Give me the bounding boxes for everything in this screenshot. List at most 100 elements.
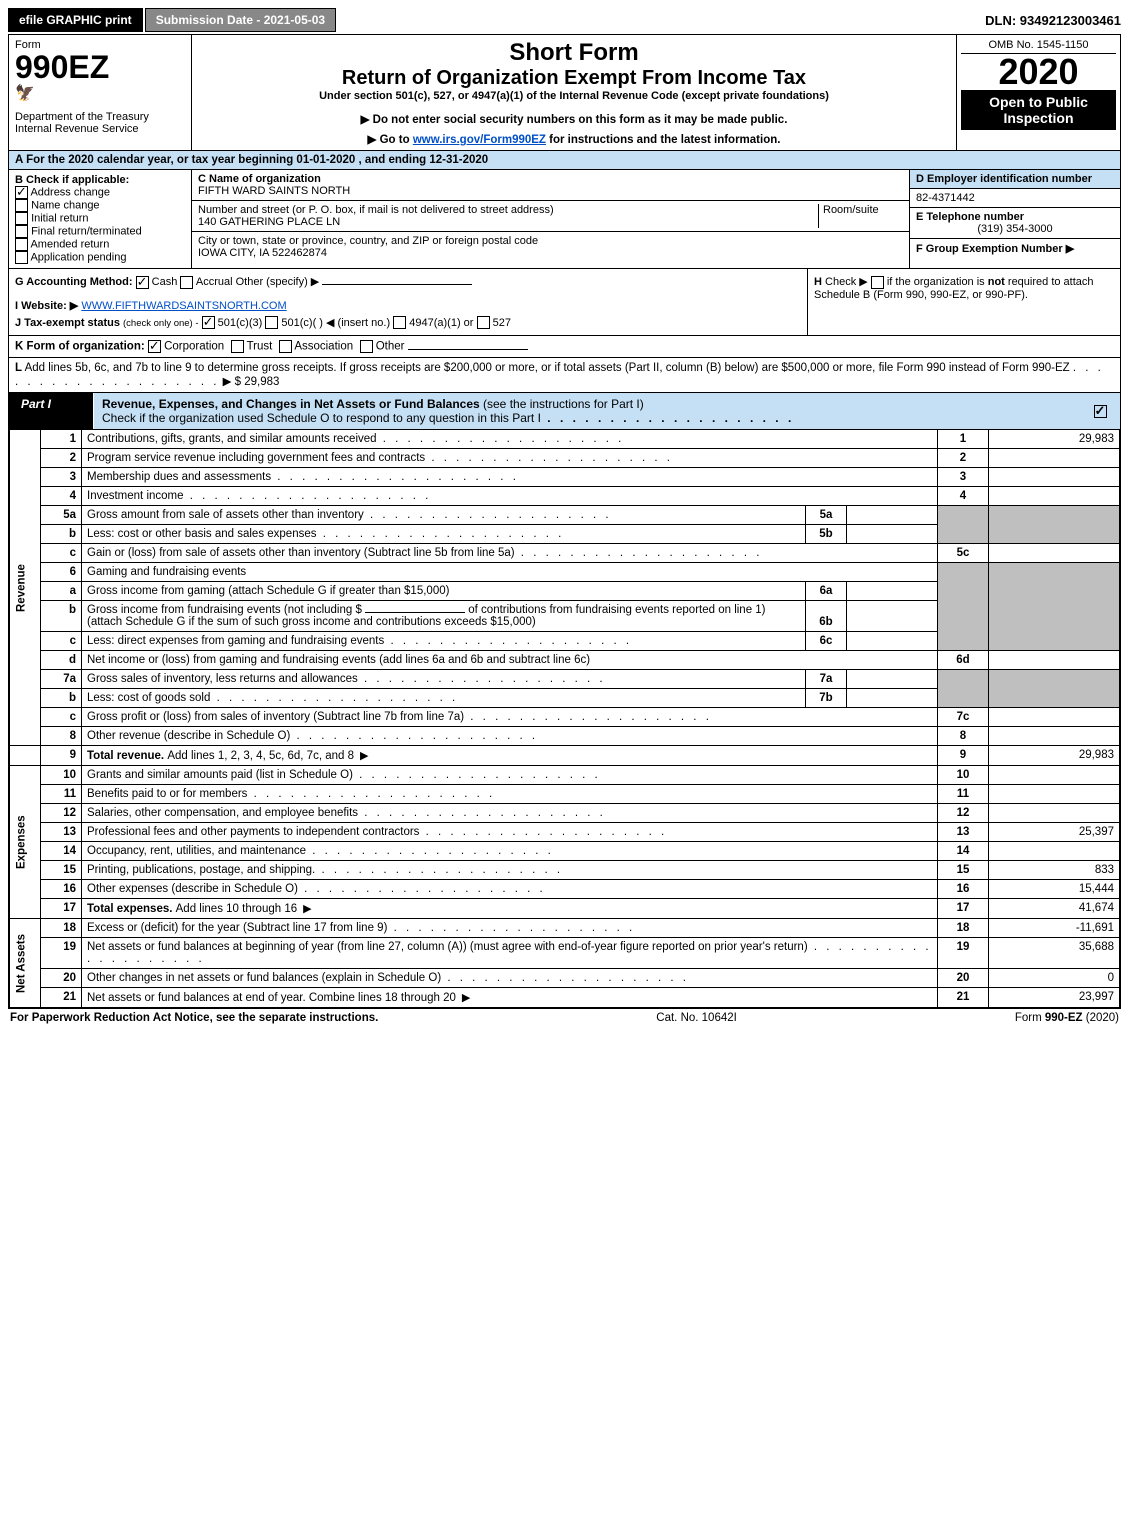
- la: [989, 766, 1120, 785]
- la: 41,674: [989, 899, 1120, 919]
- form-number: 990EZ: [15, 51, 185, 83]
- table-row: 14 Occupancy, rent, utilities, and mainte…: [10, 842, 1120, 861]
- check-527[interactable]: [477, 316, 490, 329]
- ln: b: [41, 689, 82, 708]
- lt: Gain or (loss) from sale of assets other…: [87, 547, 515, 559]
- la: 29,983: [989, 430, 1120, 449]
- lt: Benefits paid to or for members: [87, 788, 247, 800]
- la: [989, 708, 1120, 727]
- lt: Other revenue (describe in Schedule O): [87, 730, 290, 742]
- b-item-4: Amended return: [30, 238, 109, 250]
- footer-right: Form 990-EZ (2020): [1015, 1012, 1119, 1024]
- check-501c3[interactable]: [202, 316, 215, 329]
- check-trust[interactable]: [231, 340, 244, 353]
- lt: Gross amount from sale of assets other t…: [87, 509, 364, 521]
- part1-header: Part I Revenue, Expenses, and Changes in…: [9, 393, 1120, 429]
- check-accrual[interactable]: [180, 276, 193, 289]
- g-accrual: Accrual: [196, 276, 233, 288]
- check-h[interactable]: [871, 276, 884, 289]
- check-assoc[interactable]: [279, 340, 292, 353]
- section-b: B Check if applicable: Address change Na…: [9, 170, 192, 268]
- lt: Less: cost or other basis and sales expe…: [87, 528, 317, 540]
- website-link[interactable]: WWW.FIFTHWARDSAINTSNORTH.COM: [81, 300, 286, 312]
- check-corp[interactable]: [148, 340, 161, 353]
- table-row: dNet income or (loss) from gaming and fu…: [10, 651, 1120, 670]
- h-pre: Check ▶: [825, 276, 871, 288]
- check-name-change[interactable]: [15, 199, 28, 212]
- lc: 16: [938, 880, 989, 899]
- part1-sub: Check if the organization used Schedule …: [102, 411, 541, 425]
- b-item-3: Final return/terminated: [31, 225, 142, 237]
- la: [989, 468, 1120, 487]
- lc: 17: [938, 899, 989, 919]
- h-not: not: [988, 276, 1005, 288]
- footer-left: For Paperwork Reduction Act Notice, see …: [10, 1012, 378, 1024]
- table-row: 19Net assets or fund balances at beginni…: [10, 938, 1120, 969]
- lt: Professional fees and other payments to …: [87, 826, 419, 838]
- check-amended[interactable]: [15, 238, 28, 251]
- ln: 1: [41, 430, 82, 449]
- lc: 13: [938, 823, 989, 842]
- table-row: Expenses 10Grants and similar amounts pa…: [10, 766, 1120, 785]
- i-row: I Website: ▶ WWW.FIFTHWARDSAINTSNORTH.CO…: [15, 299, 801, 312]
- table-row: 20Other changes in net assets or fund ba…: [10, 969, 1120, 988]
- lt2: Add lines 10 through 16: [176, 903, 297, 915]
- j-501c: 501(c)( ): [281, 317, 323, 329]
- k-label: K Form of organization:: [15, 341, 145, 353]
- b-item-2: Initial return: [31, 212, 88, 224]
- table-row: 17Total expenses. Add lines 10 through 1…: [10, 899, 1120, 919]
- ln: 18: [41, 919, 82, 938]
- sc: 6b: [806, 601, 847, 632]
- ln: 14: [41, 842, 82, 861]
- check-final-return[interactable]: [15, 225, 28, 238]
- ln: d: [41, 651, 82, 670]
- lt: Grants and similar amounts paid (list in…: [87, 769, 353, 781]
- lt: Occupancy, rent, utilities, and maintena…: [87, 845, 306, 857]
- la: [989, 727, 1120, 746]
- footer-center: Cat. No. 10642I: [656, 1012, 737, 1024]
- lc: 20: [938, 969, 989, 988]
- lc: 19: [938, 938, 989, 969]
- table-row: 3Membership dues and assessments3: [10, 468, 1120, 487]
- check-initial-return[interactable]: [15, 212, 28, 225]
- check-other-org[interactable]: [360, 340, 373, 353]
- j-insert: ◀ (insert no.): [326, 317, 390, 329]
- la: 35,688: [989, 938, 1120, 969]
- lc: 8: [938, 727, 989, 746]
- check-schedule-o[interactable]: [1094, 405, 1107, 418]
- short-form-title: Short Form: [196, 39, 952, 67]
- check-cash[interactable]: [136, 276, 149, 289]
- b-item-5: Application pending: [30, 251, 126, 263]
- ln: 15: [41, 861, 82, 880]
- i-label: I Website: ▶: [15, 300, 78, 312]
- la: 29,983: [989, 746, 1120, 766]
- ln: 9: [41, 746, 82, 766]
- ln: 19: [41, 938, 82, 969]
- check-pending[interactable]: [15, 251, 28, 264]
- la: [989, 785, 1120, 804]
- sc: 6c: [806, 632, 847, 651]
- form-container: Form 990EZ 🦅 Department of the Treasury …: [8, 34, 1121, 1009]
- efile-button[interactable]: efile GRAPHIC print: [8, 8, 143, 32]
- submission-date-button[interactable]: Submission Date - 2021-05-03: [145, 8, 336, 32]
- lt2: Add lines 1, 2, 3, 4, 5c, 6d, 7c, and 8: [167, 750, 354, 762]
- k-corp: Corporation: [164, 341, 224, 353]
- table-row: Revenue 1Contributions, gifts, grants, a…: [10, 430, 1120, 449]
- b-title: B Check if applicable:: [15, 174, 185, 186]
- lc: 4: [938, 487, 989, 506]
- fr-form: 990-EZ: [1045, 1012, 1083, 1024]
- check-4947[interactable]: [393, 316, 406, 329]
- la: 833: [989, 861, 1120, 880]
- entity-block: B Check if applicable: Address change Na…: [9, 170, 1120, 269]
- check-address-change[interactable]: [15, 186, 28, 199]
- section-def: D Employer identification number 82-4371…: [910, 170, 1120, 268]
- ln: c: [41, 544, 82, 563]
- part1-hint: (see the instructions for Part I): [483, 397, 644, 411]
- table-row: 15Printing, publications, postage, and s…: [10, 861, 1120, 880]
- lc: 2: [938, 449, 989, 468]
- table-row: 5aGross amount from sale of assets other…: [10, 506, 1120, 525]
- check-501c[interactable]: [265, 316, 278, 329]
- goto-link[interactable]: www.irs.gov/Form990EZ: [413, 134, 546, 146]
- lt: Excess or (deficit) for the year (Subtra…: [87, 922, 387, 934]
- table-row: 6Gaming and fundraising events: [10, 563, 1120, 582]
